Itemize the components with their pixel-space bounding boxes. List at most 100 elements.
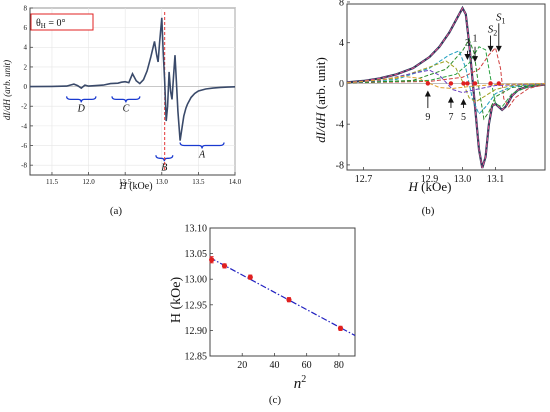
mode-marker <box>488 81 493 86</box>
series-line-mode-1 <box>346 46 546 108</box>
panel-a-annotation: θH = 0° <box>30 13 94 31</box>
data-point <box>337 325 344 331</box>
panel-b-ylabel: dI/dH (arb. unit) <box>313 57 328 143</box>
panel-c-frame <box>209 227 356 357</box>
panel-b-series <box>346 5 546 169</box>
x-tick-label: 12.0 <box>82 178 95 186</box>
x-tick-label: 60 <box>302 360 312 371</box>
mode-marker <box>425 81 431 86</box>
y-tick-label: 13.10 <box>185 224 208 235</box>
series-line-mode-3 <box>346 38 546 121</box>
x-tick-label: 13.5 <box>192 178 205 186</box>
region-brace-C <box>111 96 141 103</box>
y-tick-label: 4 <box>24 44 28 52</box>
x-tick-label: 20 <box>237 360 247 371</box>
y-tick-label: 12.95 <box>185 300 208 311</box>
region-brace-B <box>155 155 174 162</box>
mode-arrowhead-9 <box>424 90 431 97</box>
mode-arrowhead-1 <box>472 56 479 63</box>
theta-box <box>30 13 94 31</box>
s-label-2: S2 <box>488 24 498 38</box>
panel-a-series <box>29 12 236 171</box>
mode-label-3: 3 <box>465 38 470 49</box>
s-arrowhead-2 <box>487 45 494 52</box>
x-tick-label: 12.7 <box>355 174 373 185</box>
mode-arrowhead-3 <box>464 54 471 61</box>
series-line-mode-6 <box>346 69 546 94</box>
x-tick-label: 80 <box>334 360 344 371</box>
x-tick-label: 40 <box>269 360 279 371</box>
x-tick-label: 11.5 <box>46 178 58 186</box>
y-tick-label: -4 <box>21 122 27 130</box>
y-tick-label: 8 <box>339 0 344 8</box>
y-tick-label: 13.05 <box>185 249 208 260</box>
region-brace-A <box>179 142 225 149</box>
x-tick-label: 14.0 <box>229 178 242 186</box>
panel-c-ticks: 20 40 60 80 12.85 12.90 12.95 13.00 13.05 13.10 <box>185 224 344 372</box>
mode-label-1: 1 <box>473 34 478 45</box>
y-tick-label: 12.85 <box>185 352 208 363</box>
panel-b-caption: (b) <box>422 205 435 217</box>
x-tick-label: 13.1 <box>487 174 505 185</box>
mode-label-7: 7 <box>448 112 453 123</box>
region-label-C: C <box>123 103 130 114</box>
panel-b-xlabel: H (kOe) <box>408 179 452 194</box>
panel-c-caption: (c) <box>269 394 282 406</box>
y-tick-label: 2 <box>24 63 28 71</box>
data-point <box>286 297 292 303</box>
y-tick-label: -8 <box>336 160 344 171</box>
y-tick-label: 12.90 <box>185 326 208 337</box>
panel-c-ylabel: H (kOe) <box>169 277 184 324</box>
series-line-total <box>346 5 546 169</box>
x-tick-label: 13.0 <box>454 174 472 185</box>
mode-marker <box>465 81 470 86</box>
panel-b-frame <box>346 3 546 171</box>
x-tick-label: 12.5 <box>119 178 132 186</box>
region-label-D: D <box>77 103 86 114</box>
mode-marker <box>496 81 501 86</box>
data-point <box>247 274 253 280</box>
series-line-mode-2 <box>346 46 546 108</box>
data-point <box>221 263 228 269</box>
series-line-1 <box>29 17 236 141</box>
series-line-fit <box>346 7 546 169</box>
series-line-mode-5 <box>346 60 546 103</box>
panel-a: 11.5 12.0 12.5 13.0 13.5 14.0 -8 -6 -4 -2 0 2 4 6 8 D C… <box>2 4 242 217</box>
y-tick-label: -6 <box>21 142 27 150</box>
y-tick-label: 0 <box>24 83 28 91</box>
region-brace-D <box>65 96 97 103</box>
panel-c: 20 40 60 80 12.85 12.90 12.95 13.00 13.05 13.10 n… <box>169 224 356 406</box>
x-tick-label: 12.9 <box>421 174 439 185</box>
y-tick-label: 4 <box>339 38 344 49</box>
panel-c-xlabel: n2 <box>294 374 307 392</box>
s-arrowhead-1 <box>495 45 502 52</box>
fit-line <box>209 257 356 337</box>
panel-a-ylabel: dI/dH (arb. unit) <box>2 60 12 120</box>
panel-a-xlabel: H (kOe) <box>118 181 152 192</box>
theta-label: θH = 0° <box>36 18 66 30</box>
panel-c-series <box>209 256 356 337</box>
mode-arrowhead-5 <box>460 98 467 105</box>
y-tick-label: -8 <box>21 162 27 170</box>
mode-marker <box>472 81 478 86</box>
panel-b-ticks: 12.7 12.9 13.0 13.1 -8 -4 0 4 8 <box>336 0 505 185</box>
mode-arrowhead-7 <box>447 96 454 103</box>
s-label-1: S1 <box>496 11 506 25</box>
panel-a-ticks: 11.5 12.0 12.5 13.0 13.5 14.0 -8 -6 -4 -2 0 2 4 6 8 <box>21 4 241 186</box>
region-label-A: A <box>198 150 206 161</box>
x-tick-label: 13.0 <box>156 178 169 186</box>
panel-a-caption: (a) <box>110 205 123 217</box>
y-tick-label: -2 <box>21 103 27 111</box>
y-tick-label: 8 <box>24 4 28 12</box>
y-tick-label: -4 <box>336 120 344 131</box>
series-line-mode-7 <box>346 75 546 90</box>
y-tick-label: 13.00 <box>185 275 208 286</box>
data-point <box>209 257 215 263</box>
y-tick-label: 6 <box>24 24 28 32</box>
mode-marker <box>461 81 466 86</box>
y-tick-label: 0 <box>339 79 344 90</box>
mode-label-9: 9 <box>425 112 430 123</box>
